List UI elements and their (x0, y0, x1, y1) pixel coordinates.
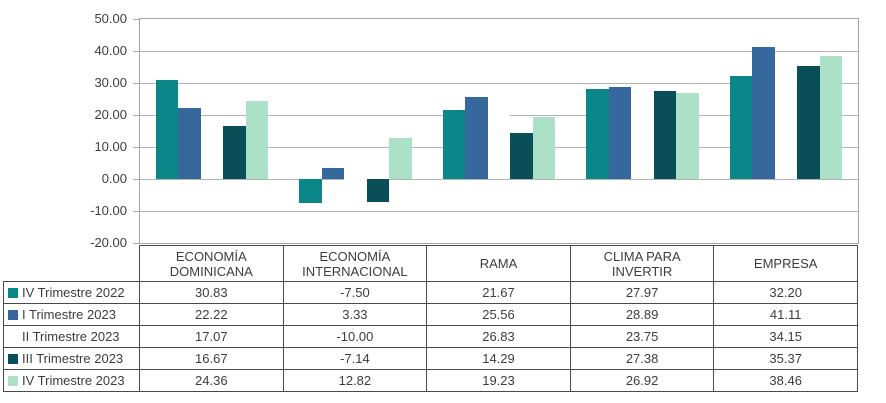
value-cell: 19.23 (427, 370, 571, 392)
column-header: EMPRESA (714, 245, 858, 282)
value-cell: 26.92 (570, 370, 715, 392)
value-cell: 22.22 (140, 304, 284, 326)
legend-cell: IV Trimestre 2022 (3, 282, 140, 304)
y-axis-tick-label: -20.00 (90, 235, 127, 250)
value-cell: 34.15 (714, 326, 858, 348)
plot-area (139, 18, 859, 244)
y-axis-tick (133, 179, 139, 180)
bar (223, 125, 246, 179)
y-axis-tick (133, 19, 139, 20)
value-cell: -7.14 (283, 348, 428, 370)
legend-cell: I Trimestre 2023 (3, 304, 140, 326)
column-header: CLIMA PARA INVERTIR (570, 245, 715, 282)
y-axis-tick-label: 20.00 (94, 107, 127, 122)
bar (200, 124, 224, 179)
data-table: ECONOMÍA DOMINICANA ECONOMÍA INTERNACIONA… (3, 245, 858, 392)
legend-label: III Trimestre 2023 (22, 351, 124, 366)
bar (299, 179, 322, 203)
y-axis-tick-label: 50.00 (94, 11, 127, 26)
y-axis-tick (133, 115, 139, 116)
value-cell: 14.29 (427, 348, 571, 370)
bar (344, 179, 367, 211)
legend-cell: IV Trimestre 2023 (3, 370, 140, 392)
bar (729, 75, 753, 179)
y-axis-tick-label: 10.00 (94, 139, 127, 154)
gridline (140, 51, 858, 52)
bar (155, 80, 179, 179)
value-cell: 30.83 (140, 282, 284, 304)
legend-cell: II Trimestre 2023 (3, 326, 140, 348)
legend-cell: III Trimestre 2023 (3, 348, 140, 370)
gridline (140, 179, 858, 180)
bar (321, 168, 345, 179)
legend-swatch (8, 309, 18, 320)
value-cell: 38.46 (714, 370, 858, 392)
y-axis-tick (133, 243, 139, 244)
value-cell: 26.83 (427, 326, 571, 348)
value-cell: 3.33 (283, 304, 428, 326)
bar (631, 103, 654, 179)
bar (774, 69, 798, 179)
value-cell: 12.82 (283, 370, 428, 392)
bar (608, 86, 632, 179)
value-cell: 27.38 (570, 348, 715, 370)
bar (653, 91, 677, 179)
column-header: ECONOMÍA INTERNACIONAL (283, 245, 428, 282)
value-cell: 17.07 (140, 326, 284, 348)
gridline (140, 211, 858, 212)
bar (366, 179, 390, 202)
value-cell: 21.67 (427, 282, 571, 304)
y-axis-tick-label: 30.00 (94, 75, 127, 90)
legend-swatch (8, 375, 18, 386)
value-cell: 25.56 (427, 304, 571, 326)
legend-label: IV Trimestre 2023 (22, 373, 125, 388)
value-cell: 41.11 (714, 304, 858, 326)
bar (245, 101, 269, 179)
bar (586, 89, 609, 179)
legend-label: IV Trimestre 2022 (22, 285, 125, 300)
bar (532, 117, 556, 179)
value-cell: 32.20 (714, 282, 858, 304)
legend-swatch (8, 287, 18, 298)
bar (797, 65, 820, 179)
bar (442, 109, 466, 179)
gridline (140, 83, 858, 84)
y-axis-tick (133, 211, 139, 212)
bar (819, 55, 843, 179)
y-axis-tick (133, 51, 139, 52)
bar (510, 133, 533, 179)
bar (487, 93, 511, 179)
bar (389, 137, 412, 179)
bar (752, 47, 775, 179)
y-axis-tick (133, 147, 139, 148)
y-axis-tick-label: 0.00 (101, 171, 127, 186)
y-axis-tick (133, 83, 139, 84)
column-header: RAMA (427, 245, 571, 282)
value-cell: 28.89 (570, 304, 715, 326)
value-cell: -10.00 (283, 326, 428, 348)
value-cell: -7.50 (283, 282, 428, 304)
column-header: ECONOMÍA DOMINICANA (140, 245, 284, 282)
value-cell: 16.67 (140, 348, 284, 370)
bar (465, 97, 488, 179)
legend-swatch (8, 353, 18, 364)
y-axis-tick-label: 40.00 (94, 43, 127, 58)
legend-label: I Trimestre 2023 (22, 307, 116, 322)
table-spacer-cell (3, 245, 140, 282)
bar (676, 92, 699, 179)
legend-label: II Trimestre 2023 (22, 329, 120, 344)
value-cell: 23.75 (570, 326, 715, 348)
value-cell: 35.37 (714, 348, 858, 370)
value-cell: 27.97 (570, 282, 715, 304)
value-cell: 24.36 (140, 370, 284, 392)
bar (178, 107, 201, 179)
y-axis-tick-label: -10.00 (90, 203, 127, 218)
